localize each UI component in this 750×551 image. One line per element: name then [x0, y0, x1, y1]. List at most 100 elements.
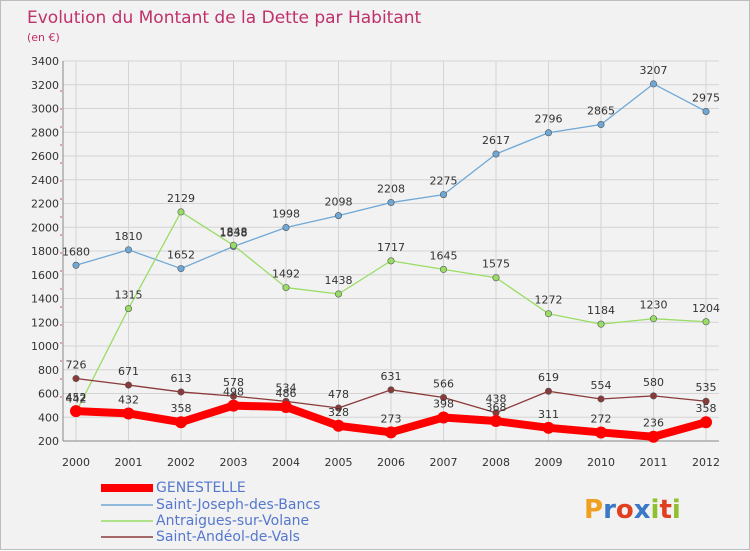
data-label: 613: [171, 372, 192, 385]
data-label: 619: [538, 371, 559, 384]
data-point: [492, 150, 500, 158]
data-label: 452: [66, 391, 87, 404]
data-point: [437, 411, 450, 424]
data-label: 311: [538, 408, 559, 421]
legend-label: Antraigues-sur-Volane: [156, 513, 309, 529]
data-point: [72, 261, 80, 269]
y-tick-label: 3200: [31, 79, 59, 92]
data-label: 478: [328, 388, 349, 401]
x-tick-label: 2011: [640, 456, 668, 469]
data-label: 328: [328, 406, 349, 419]
data-point: [387, 386, 395, 394]
data-label: 1652: [167, 249, 195, 262]
data-label: 2275: [430, 175, 458, 188]
data-point: [387, 257, 395, 265]
data-point: [177, 208, 185, 216]
data-label: 2129: [167, 192, 195, 205]
data-label: 671: [118, 365, 139, 378]
data-label: 1575: [482, 258, 510, 271]
data-label: 2865: [587, 105, 615, 118]
data-label: 272: [591, 412, 612, 425]
data-point: [439, 394, 447, 402]
data-point: [72, 375, 80, 383]
y-tick-label: 2600: [31, 150, 59, 163]
data-point: [125, 305, 133, 313]
y-tick-label: 2000: [31, 221, 59, 234]
data-label: 1184: [587, 304, 615, 317]
data-label: 1717: [377, 241, 405, 254]
data-label: 1810: [115, 230, 143, 243]
data-point: [282, 223, 290, 231]
data-point: [334, 290, 342, 298]
data-point: [385, 426, 397, 439]
data-label: 534: [276, 381, 297, 394]
legend-label: Saint-Andéol-de-Vals: [156, 529, 300, 545]
data-point: [542, 421, 555, 434]
data-label: 486: [276, 387, 297, 400]
y-tick-label: 1200: [31, 316, 59, 329]
data-label: 1204: [692, 302, 720, 315]
chart-title: Evolution du Montant de la Dette par Hab…: [27, 8, 422, 28]
data-label: 2796: [535, 113, 563, 126]
data-point: [230, 392, 238, 400]
data-label: 1848: [220, 225, 248, 238]
data-label: 432: [118, 393, 139, 406]
data-label: 368: [486, 401, 507, 414]
chart-unit: (en €): [27, 31, 60, 44]
data-label: 442: [66, 392, 87, 405]
data-point: [544, 387, 552, 395]
data-label: 273: [381, 412, 402, 425]
data-point: [702, 397, 710, 405]
data-point: [280, 401, 292, 414]
data-label: 631: [381, 370, 402, 383]
y-tick-label: 3400: [31, 55, 59, 68]
data-label: 1645: [430, 249, 458, 262]
y-tick-label: 1000: [31, 340, 59, 353]
data-label: 1438: [325, 274, 353, 287]
x-tick-label: 2009: [535, 456, 563, 469]
legend-label: Saint-Joseph-des-Bancs: [156, 497, 320, 513]
x-tick-label: 2010: [587, 456, 615, 469]
y-tick-label: 400: [38, 411, 59, 424]
data-point: [649, 315, 657, 323]
data-point: [175, 416, 187, 429]
data-point: [544, 129, 552, 137]
data-label: 535: [696, 381, 717, 394]
data-point: [597, 121, 605, 129]
data-point: [492, 274, 500, 282]
data-label: 1492: [272, 268, 300, 281]
data-label: 1998: [272, 207, 300, 220]
proxiti-logo: Proxiti: [584, 495, 681, 525]
x-tick-label: 2001: [115, 456, 143, 469]
x-tick-label: 2012: [692, 456, 720, 469]
data-point: [649, 392, 657, 400]
data-label: 1315: [115, 289, 143, 302]
x-tick-label: 2007: [430, 456, 458, 469]
data-label: 358: [171, 402, 192, 415]
data-label: 2617: [482, 134, 510, 147]
x-tick-label: 2006: [377, 456, 405, 469]
data-label: 2098: [325, 196, 353, 209]
data-label: 1838: [220, 226, 248, 239]
data-point: [282, 284, 290, 292]
data-point: [332, 419, 345, 432]
y-tick-label: 3000: [31, 103, 59, 116]
data-label: 498: [223, 386, 244, 399]
x-tick-label: 2005: [325, 456, 353, 469]
data-label: 1230: [640, 299, 668, 312]
data-point: [597, 320, 605, 328]
y-tick-label: 2400: [31, 174, 59, 187]
data-point: [439, 191, 447, 199]
data-label: 236: [643, 417, 664, 430]
x-tick-label: 2002: [167, 456, 195, 469]
x-tick-label: 2004: [272, 456, 300, 469]
data-point: [647, 430, 660, 443]
data-point: [595, 426, 607, 439]
data-point: [125, 381, 133, 389]
data-point: [70, 405, 82, 418]
logo-text: Proxiti: [584, 495, 681, 525]
data-point: [649, 80, 657, 88]
data-label: 726: [66, 359, 87, 372]
